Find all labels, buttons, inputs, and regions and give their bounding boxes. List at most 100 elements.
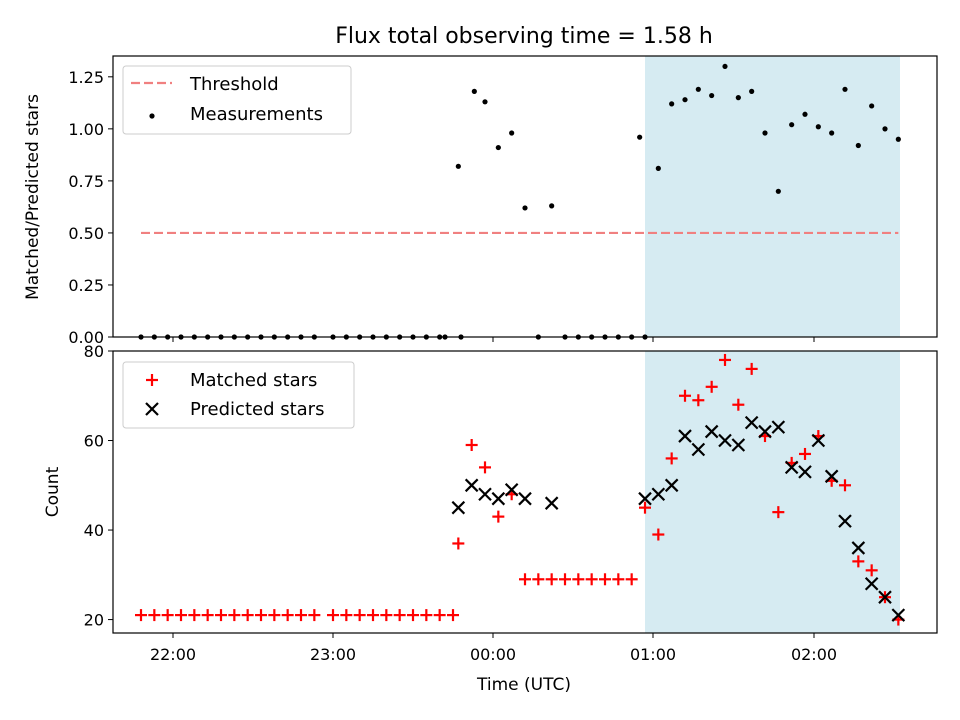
legend-predicted-swatch: [145, 402, 159, 416]
predicted-star-point: [851, 541, 866, 555]
measurement-point: [815, 124, 821, 130]
matched-star-point: [447, 609, 459, 622]
predicted-star-points: [451, 415, 906, 622]
predicted-star-point: [504, 482, 519, 497]
legend-matched-label: Matched stars: [190, 370, 317, 391]
legend-matched-swatch: [146, 374, 158, 386]
matched-star-point: [135, 609, 147, 622]
matched-star-point: [572, 573, 585, 586]
measurement-point: [709, 92, 715, 99]
matched-star-point: [705, 380, 718, 393]
measurement-point: [855, 142, 861, 149]
measurement-point: [775, 188, 781, 194]
matched-star-point: [380, 609, 393, 622]
measurement-point: [882, 126, 888, 132]
matched-star-point: [479, 461, 491, 474]
predicted-star-point: [451, 500, 466, 515]
matched-star-point: [519, 573, 531, 586]
predicted-star-point: [864, 576, 879, 591]
matched-star-point: [545, 573, 558, 586]
matched-star-point: [559, 573, 571, 586]
matched-star-point: [215, 609, 227, 622]
x-tick-label: 00:00: [470, 645, 516, 664]
matched-star-point: [295, 609, 307, 622]
measurement-point: [455, 163, 461, 169]
measurement-point: [682, 97, 688, 103]
measurement-point: [842, 86, 848, 92]
matched-star-point: [420, 609, 433, 622]
matched-star-point: [745, 362, 758, 375]
matched-star-point: [839, 479, 851, 492]
matched-star-point: [433, 609, 446, 622]
matched-star-point: [407, 609, 419, 622]
bottom-shaded-region: [645, 351, 900, 633]
matched-star-point: [465, 439, 478, 451]
predicted-star-point: [478, 487, 492, 502]
bottom-panel: 20 40 60 80 22:00 23:00 00:00 01:00 02:00 T…: [43, 342, 938, 695]
top-axes-frame: [112, 55, 938, 338]
predicted-star-point: [464, 478, 479, 493]
matched-star-point: [612, 573, 625, 586]
matched-star-point: [585, 573, 598, 586]
y-tick-label: 80: [84, 342, 104, 361]
top-y-ticks: 0.00 0.25 0.50 0.75 1.00 1.25: [68, 68, 113, 347]
matched-star-point: [599, 573, 611, 586]
matched-star-point: [255, 609, 267, 622]
x-tick-label: 22:00: [150, 645, 196, 664]
predicted-star-point: [798, 465, 812, 479]
predicted-star-point: [544, 496, 559, 510]
y-tick-label: 1.00: [68, 120, 104, 139]
x-tick-label: 23:00: [310, 645, 356, 664]
matched-star-point: [852, 555, 865, 568]
measurement-point: [522, 205, 528, 211]
matched-star-point: [799, 447, 811, 460]
y-tick-label: 60: [84, 432, 104, 451]
matched-star-point: [492, 510, 505, 523]
matched-star-point: [679, 389, 691, 402]
legend-measurements-label: Measurements: [190, 104, 323, 125]
top-shaded-region: [645, 56, 900, 337]
predicted-star-point: [691, 442, 706, 457]
predicted-star-point: [718, 433, 732, 448]
matched-star-point: [353, 609, 366, 622]
predicted-star-point: [664, 478, 679, 493]
matched-star-point: [367, 609, 379, 622]
predicted-star-point: [771, 420, 786, 434]
matched-star-point: [308, 609, 321, 622]
matched-star-point: [772, 506, 785, 519]
legend-threshold-label: Threshold: [189, 74, 279, 95]
matched-star-point: [268, 609, 281, 622]
y-tick-label: 20: [84, 611, 104, 630]
matched-star-point: [175, 609, 187, 622]
measurement-point: [495, 144, 501, 151]
measurement-point: [722, 63, 728, 70]
predicted-star-point: [704, 424, 719, 439]
matched-star-point: [625, 573, 638, 586]
matched-star-point: [652, 528, 665, 541]
bottom-x-ticks: 22:00 23:00 00:00 01:00 02:00: [150, 633, 837, 664]
predicted-star-point: [744, 415, 759, 430]
matched-star-point: [161, 609, 174, 622]
y-tick-label: 0.00: [68, 328, 104, 347]
measurement-point: [762, 130, 768, 136]
matched-star-point: [639, 501, 651, 514]
predicted-star-point: [838, 514, 852, 528]
predicted-star-point: [491, 491, 506, 506]
matched-star-point: [327, 609, 339, 622]
predicted-star-point: [651, 487, 666, 502]
y-tick-label: 0.25: [68, 276, 104, 295]
measurement-point: [549, 203, 555, 209]
matched-star-point: [452, 537, 465, 550]
predicted-star-point: [784, 460, 799, 475]
measurement-point: [655, 165, 661, 171]
matched-star-point: [241, 609, 254, 622]
predicted-star-point: [638, 491, 652, 506]
measurement-point: [829, 130, 835, 136]
matched-star-point: [340, 609, 353, 622]
matched-star-point: [865, 564, 878, 577]
measurement-point: [471, 88, 477, 94]
measurement-point: [482, 99, 488, 105]
matched-star-point: [228, 609, 241, 622]
legend-measurements-swatch: [149, 113, 155, 119]
